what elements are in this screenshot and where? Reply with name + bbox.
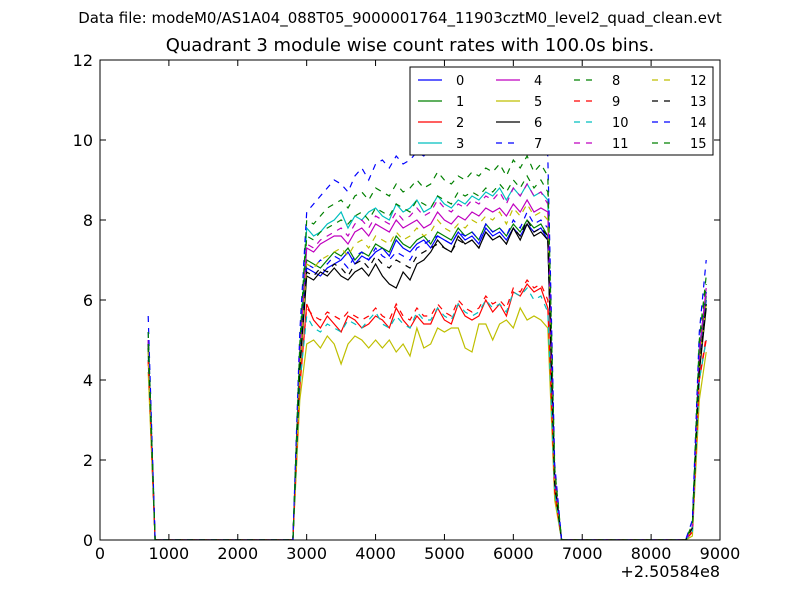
series-line-12	[147, 202, 707, 540]
series-line-7	[147, 210, 707, 540]
y-tick-label: 8	[83, 211, 93, 230]
legend-label-10: 10	[612, 116, 629, 131]
legend-label-14: 14	[690, 116, 707, 131]
series-line-5	[147, 306, 707, 540]
series-line-4	[147, 198, 707, 540]
legend-label-15: 15	[690, 137, 707, 152]
series-line-13	[147, 218, 707, 540]
series-line-10	[147, 286, 707, 540]
legend-label-13: 13	[690, 95, 707, 110]
series-line-9	[147, 278, 707, 540]
legend-label-0: 0	[456, 74, 464, 89]
x-tick-label: 6000	[493, 544, 534, 563]
x-tick-label: 1000	[149, 544, 190, 563]
legend-label-9: 9	[612, 95, 620, 110]
x-tick-label: 9000	[700, 544, 741, 563]
x-tick-label: 4000	[355, 544, 396, 563]
series-line-11	[147, 182, 707, 540]
series-line-2	[147, 282, 707, 540]
series-line-8	[147, 174, 707, 540]
legend-label-5: 5	[534, 95, 542, 110]
legend-label-8: 8	[612, 74, 620, 89]
y-tick-label: 6	[83, 291, 93, 310]
x-tick-label: 0	[95, 544, 105, 563]
y-tick-label: 10	[73, 131, 93, 150]
legend-label-11: 11	[612, 137, 629, 152]
legend-label-3: 3	[456, 137, 464, 152]
series-line-15	[147, 154, 707, 540]
legend-label-1: 1	[456, 95, 464, 110]
legend-label-2: 2	[456, 116, 464, 131]
x-tick-label: 5000	[424, 544, 465, 563]
legend-label-7: 7	[534, 137, 542, 152]
y-tick-label: 12	[73, 51, 93, 70]
x-tick-label: 8000	[631, 544, 672, 563]
x-offset-label: +2.50584e8	[620, 562, 720, 581]
legend-box	[409, 66, 714, 156]
series-line-3	[147, 182, 707, 540]
y-tick-label: 4	[83, 371, 93, 390]
legend-label-6: 6	[534, 116, 542, 131]
series-line-0	[147, 222, 707, 540]
legend-label-4: 4	[534, 74, 542, 89]
legend-label-12: 12	[690, 74, 707, 89]
x-tick-label: 2000	[217, 544, 258, 563]
y-tick-label: 2	[83, 451, 93, 470]
series-line-1	[147, 218, 707, 540]
data-file-header: Data file: modeM0/AS1A04_088T05_90000017…	[78, 9, 722, 27]
chart-title: Quadrant 3 module wise count rates with …	[165, 35, 655, 56]
x-tick-label: 3000	[286, 544, 327, 563]
y-tick-label: 0	[83, 531, 93, 550]
series-line-6	[147, 222, 707, 540]
x-tick-label: 7000	[562, 544, 603, 563]
